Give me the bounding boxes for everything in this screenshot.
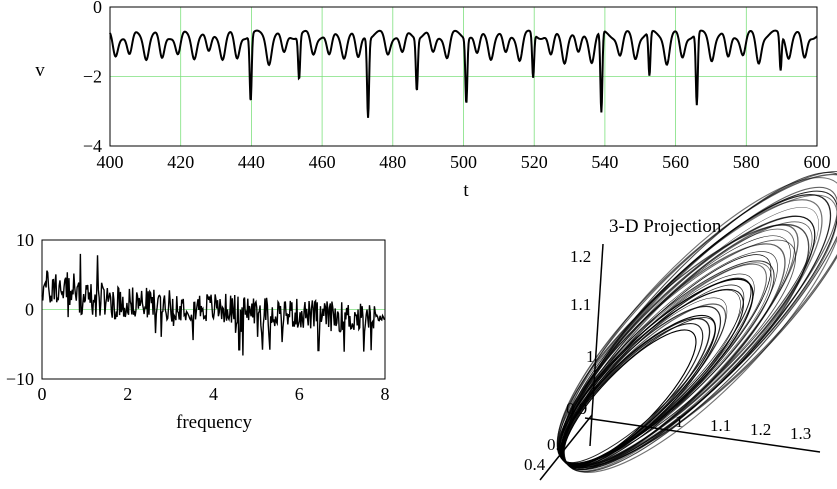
projection-3d-rtick: 1 [675, 412, 684, 431]
projection-3d-vertical-ticks: 1.2 1.1 1 0.9 [566, 247, 595, 418]
time-series-y-tick-label: −2 [83, 67, 102, 87]
spectrum-x-tick-label: 8 [381, 384, 390, 404]
projection-3d-vtick: 0.9 [566, 399, 587, 418]
projection-3d-right-ticks: 1 1.1 1.2 1.3 [675, 412, 811, 443]
projection-3d-vertical-axis [589, 243, 604, 447]
projection-3d-left-axis [539, 414, 593, 481]
time-series-panel: 400 420 440 460 480 500 520 540 560 580 600 0−2−4 … [35, 0, 830, 201]
projection-3d-rtick: 1.1 [710, 416, 731, 435]
time-series-x-tick-label: 480 [379, 152, 406, 172]
projection-3d-rtick: 1.3 [790, 424, 811, 443]
projection-3d-attractor [556, 171, 837, 473]
time-series-x-tick-label: 560 [662, 152, 689, 172]
attractor-loop [558, 221, 813, 465]
spectrum-x-ticks: 0 2 4 6 8 [38, 384, 390, 404]
projection-3d-ltick: 0. [547, 435, 560, 454]
projection-3d-vtick: 1.1 [570, 295, 591, 314]
time-series-y-ticks: 0 −2 −4 [83, 0, 102, 156]
attractor-loop [563, 224, 799, 471]
spectrum-x-tick-label: 0 [38, 384, 47, 404]
projection-3d-left-ticks: 0. 0.4 [524, 435, 560, 474]
time-series-x-tick-label: 520 [521, 152, 548, 172]
time-series-x-tick-label: 580 [733, 152, 760, 172]
projection-3d-right-axis [584, 417, 821, 453]
time-series-x-tick-label: 440 [238, 152, 265, 172]
attractor-loop [556, 173, 837, 468]
projection-3d-panel: 3-D Projection 1.2 1.1 1 0.9 1 1.1 1.2 1… [524, 171, 837, 481]
spectrum-y-tick-label: −10 [6, 369, 34, 389]
time-series-x-tick-label: 500 [450, 152, 477, 172]
projection-3d-vtick: 1 [586, 347, 595, 366]
time-series-frame [109, 6, 818, 147]
spectrum-x-label: frequency [176, 412, 252, 433]
time-series-x-tick-label: 460 [309, 152, 336, 172]
time-series-trace [109, 29, 818, 118]
time-series-x-tick-label: 420 [167, 152, 194, 172]
spectrum-x-tick-label: 6 [295, 384, 304, 404]
time-series-x-label: t [463, 180, 469, 201]
time-series-x-tick-label: 600 [804, 152, 831, 172]
spectrum-trace [41, 253, 386, 356]
spectrum-x-tick-label: 2 [123, 384, 132, 404]
projection-3d-vtick: 1.2 [570, 247, 591, 266]
spectrum-x-tick-label: 4 [209, 384, 218, 404]
attractor-loop [562, 254, 772, 468]
projection-3d-rtick: 1.2 [750, 420, 771, 439]
time-series-y-tick-label: −4 [83, 136, 102, 156]
attractor-loop [557, 260, 775, 464]
spectrum-y-tick-label: 0 [25, 300, 34, 320]
time-series-grid [109, 7, 818, 146]
spectrum-y-ticks: 10 0 −10 [6, 230, 34, 389]
time-series-x-tick-label: 540 [591, 152, 618, 172]
time-series-x-tick-label: 400 [97, 152, 124, 172]
projection-3d-title: 3-D Projection [609, 216, 722, 237]
spectrum-frame [41, 239, 386, 380]
time-series-x-ticks: 400 420 440 460 480 500 520 540 560 580 600 [97, 152, 831, 172]
time-series-y-tick-label: 0 [93, 0, 102, 17]
attractor-loop [561, 177, 837, 473]
projection-3d-ltick: 0.4 [524, 455, 546, 474]
time-series-y-label: v [35, 60, 45, 81]
spectrum-y-tick-label: 10 [16, 230, 34, 250]
